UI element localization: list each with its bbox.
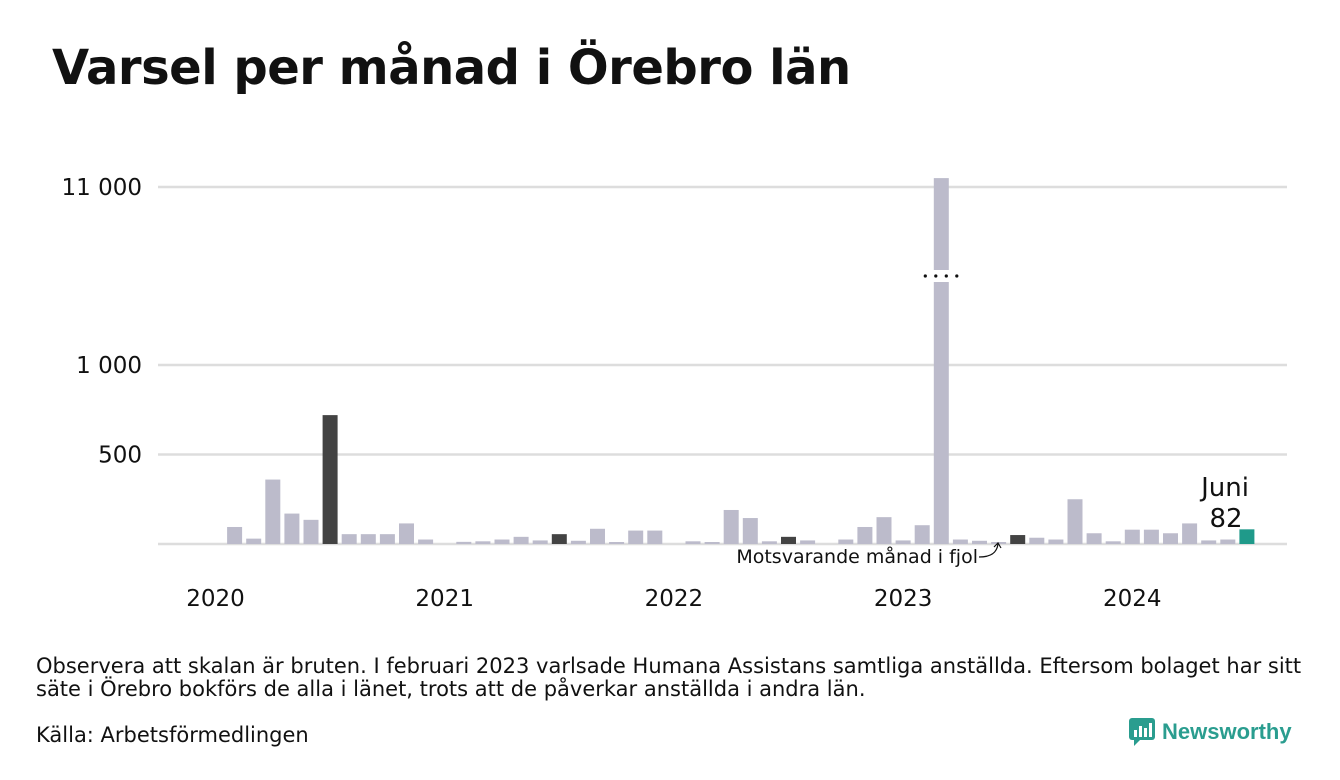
bar — [761, 541, 777, 544]
x-tick-label: 2022 — [645, 586, 704, 612]
bar — [227, 526, 243, 544]
bar — [246, 538, 262, 544]
bar — [628, 530, 644, 544]
bar — [876, 517, 892, 544]
bar — [933, 178, 949, 544]
bar — [1163, 533, 1178, 544]
annotation-arrow — [978, 543, 999, 558]
bar — [265, 479, 281, 544]
chart-title: Varsel per månad i Örebro län — [52, 40, 851, 96]
x-tick-label: 2023 — [874, 586, 933, 612]
bar — [551, 534, 567, 544]
bar — [609, 542, 625, 544]
bar — [857, 526, 873, 544]
x-tick-label: 2024 — [1103, 586, 1162, 612]
bar — [379, 534, 395, 544]
y-tick-label: 11 000 — [62, 175, 142, 201]
bar — [1010, 535, 1026, 544]
bar — [742, 518, 758, 544]
x-axis-labels: 2020 2021 2022 2023 2024 — [186, 586, 1161, 612]
bar — [456, 541, 472, 544]
y-tick-label: 1 000 — [76, 353, 142, 379]
bars — [227, 178, 1255, 544]
bar — [800, 540, 816, 544]
bar — [914, 525, 930, 544]
axis-break-marker — [923, 274, 959, 278]
bar — [1086, 533, 1102, 544]
bar — [952, 539, 968, 544]
source-text: Källa: Arbetsförmedlingen — [36, 723, 309, 747]
bar — [895, 540, 911, 544]
bar — [399, 523, 414, 544]
bar — [972, 540, 987, 544]
bar — [341, 534, 357, 544]
bar — [647, 530, 663, 544]
bar — [322, 415, 338, 544]
bar — [838, 539, 854, 544]
brand-logo: Newsworthy — [1128, 717, 1292, 747]
y-axis-labels: 500 1 000 11 000 — [62, 175, 142, 469]
axis-break-dot — [944, 274, 948, 278]
bar — [303, 519, 319, 544]
bar-chart: 500 1 000 11 000 2020 2021 2022 2023 2024 Juni… — [62, 175, 1287, 612]
bar — [590, 528, 605, 544]
axis-break-dot — [934, 274, 938, 278]
bar — [570, 540, 586, 544]
current-month-label: Juni — [1199, 473, 1249, 503]
bar — [1143, 529, 1159, 544]
x-tick-label: 2020 — [186, 586, 245, 612]
bar — [1124, 529, 1140, 544]
bar — [284, 513, 300, 544]
axis-break-gap — [931, 270, 951, 282]
x-tick-label: 2021 — [415, 586, 474, 612]
bar — [1105, 541, 1121, 544]
highlight-annotation: Motsvarande månad i fjol — [736, 545, 978, 568]
bar — [1201, 540, 1217, 544]
newsworthy-logo-icon — [1129, 718, 1155, 746]
bar — [685, 541, 701, 544]
bar — [1048, 539, 1064, 544]
axis-break-dot — [955, 274, 959, 278]
bar — [723, 509, 739, 544]
footnote: Observera att skalan är bruten. I februa… — [36, 654, 1302, 701]
bar — [494, 539, 510, 544]
bar — [1182, 523, 1198, 544]
bar — [781, 536, 796, 544]
bar — [532, 540, 548, 544]
bar — [418, 539, 434, 544]
current-value-label: 82 — [1209, 504, 1242, 534]
axis-break-dot — [923, 274, 927, 278]
bar — [360, 534, 376, 544]
bar — [1067, 499, 1083, 544]
y-tick-label: 500 — [98, 443, 142, 469]
bar — [475, 541, 491, 544]
brand-name: Newsworthy — [1162, 719, 1292, 744]
bar — [1220, 539, 1236, 544]
annotations: Juni 82 Motsvarande månad i fjol — [736, 473, 1249, 568]
bar — [1239, 529, 1255, 544]
annotation-arrowhead — [993, 542, 1002, 549]
bar — [704, 542, 720, 544]
bar — [1029, 537, 1045, 544]
bar — [513, 536, 529, 544]
